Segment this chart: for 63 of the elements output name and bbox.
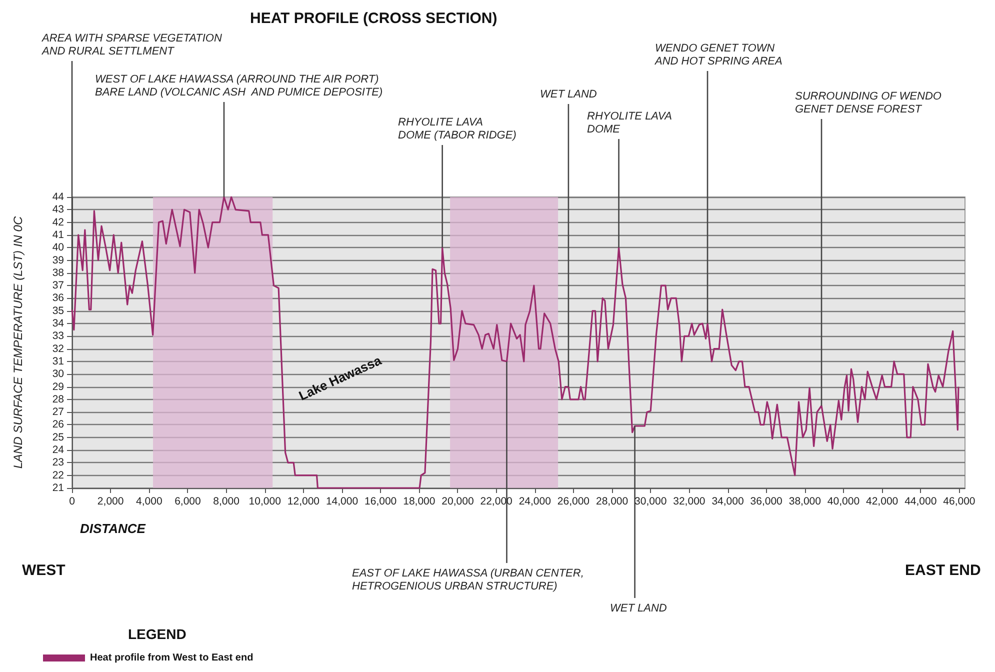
y-tick-label: 25	[52, 431, 64, 444]
y-tick-label: 44	[52, 191, 64, 203]
x-tick-label: 14,000	[326, 496, 358, 508]
x-tick-label: 38,000	[788, 496, 822, 508]
y-tick-label: 33	[52, 330, 64, 342]
y-tick-label: 21	[52, 482, 64, 494]
x-tick-label: 32,000	[673, 496, 706, 508]
y-tick-label: 28	[52, 393, 64, 406]
y-tick-label: 38	[52, 266, 64, 279]
y-tick-label: 42	[52, 216, 64, 228]
x-tick-label: 36,000	[750, 496, 783, 508]
x-tick-label: 20,000	[442, 496, 474, 508]
text: EAST END	[905, 562, 982, 579]
y-tick-label: 36	[52, 292, 64, 304]
legend-title: LEGEND	[128, 626, 186, 642]
annotation: RHYOLITE LAVA DOME	[587, 110, 672, 136]
annotation: EAST OF LAKE HAWASSA (URBAN CENTER, HETROGENIOUS URBAN STRUCTURE)	[352, 568, 584, 592]
y-tick-label: 40	[52, 242, 64, 254]
x-tick-label: 24,000	[518, 496, 552, 508]
x-tick-label: 18,000	[403, 496, 436, 508]
x-tick-label: 34,000	[712, 496, 744, 508]
y-tick-label: 31	[52, 355, 64, 368]
chart-title: HEAT PROFILE (CROSS SECTION)	[250, 10, 498, 27]
annotation: WEST OF LAKE HAWASSA (ARROUND THE AIR PORT) BARE LAND (VOLCANIC ASH AND PUMICE DEPOSITE)	[95, 74, 384, 98]
legend-label: Heat profile from West to East end	[90, 652, 254, 664]
y-axis-title: LAND SURFACE TEMPERATURE (LST) IN 0C	[11, 216, 25, 469]
y-tick-label: 34	[52, 318, 64, 330]
y-tick-label: 32	[52, 342, 64, 355]
x-tick-label: 42,000	[866, 496, 898, 508]
annotation: AREA WITH SPARSE VEGETATION AND RURAL SETTLMENT	[41, 32, 222, 58]
y-tick-label: 30	[52, 368, 64, 380]
x-tick-label: 12,000	[287, 496, 320, 508]
x-tick-label: 8,000	[213, 496, 240, 508]
text: WEST	[22, 562, 66, 579]
annotation: RHYOLITE LAVA DOME (TABOR RIDGE)	[398, 116, 517, 142]
annotation: WET LAND	[610, 602, 667, 614]
x-tick-label: 16,000	[364, 496, 397, 508]
x-tick-label: 10,000	[248, 496, 282, 508]
y-tick-label: 41	[52, 228, 64, 241]
y-tick-label: 24	[52, 444, 64, 456]
y-tick-label: 37	[52, 280, 64, 292]
y-tick-label: 39	[52, 254, 64, 266]
y-tick-label: 26	[52, 418, 64, 431]
x-tick-label: 26,000	[557, 496, 590, 508]
line-series	[71, 196, 960, 489]
x-tick-label: 2,000	[97, 496, 124, 508]
annotation: WENDO GENET TOWN AND HOT SPRING AREA	[654, 42, 782, 68]
y-tick-label: 27	[52, 406, 64, 418]
x-tick-label: 6,000	[174, 496, 202, 508]
y-tick-label: 22	[52, 469, 64, 482]
y-tick-label: 35	[52, 304, 64, 317]
y-tick-label: 29	[52, 380, 64, 393]
x-tick-label: 44,000	[904, 496, 937, 508]
x-tick-label: 0	[69, 496, 76, 508]
x-tick-label: 4,000	[136, 496, 162, 508]
annotation: WET LAND	[540, 88, 597, 100]
y-tick-label: 23	[52, 456, 64, 469]
x-tick-label: 40,000	[827, 496, 860, 508]
x-tick-label: 28,000	[596, 496, 628, 508]
x-tick-label: 46,000	[943, 496, 976, 508]
x-axis-title: DISTANCE	[80, 521, 146, 536]
y-tick-label: 43	[52, 204, 64, 216]
annotation: SURROUNDING OF WENDO GENET DENSE FOREST	[795, 90, 942, 116]
